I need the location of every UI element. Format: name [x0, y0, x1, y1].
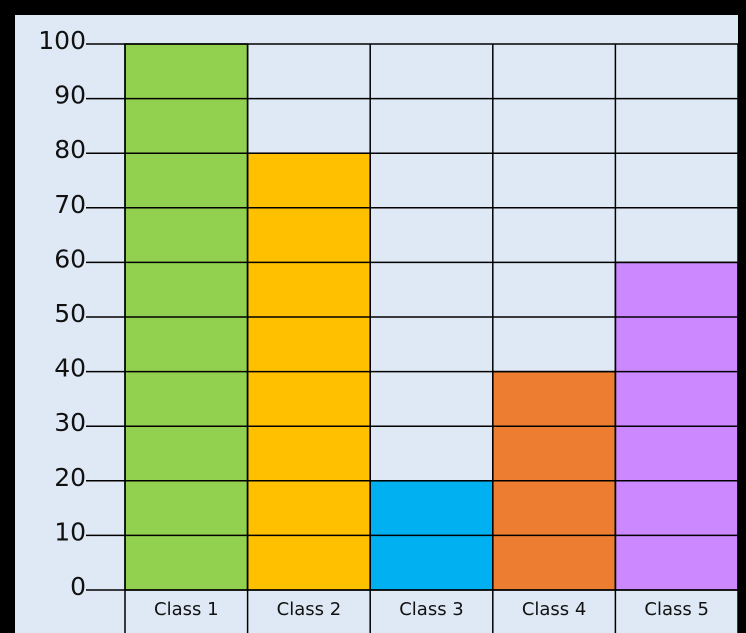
x-tick-label: Class 2	[277, 599, 342, 620]
y-tick-label: 70	[54, 190, 86, 219]
y-tick-label: 90	[54, 81, 86, 110]
y-tick-label: 0	[70, 572, 86, 601]
x-tick-label: Class 4	[522, 599, 587, 620]
y-tick-label: 30	[54, 408, 86, 437]
y-tick-label: 20	[54, 463, 86, 492]
x-tick-label: Class 3	[399, 599, 464, 620]
y-tick-label: 40	[54, 354, 86, 383]
y-tick-label: 10	[54, 517, 86, 546]
y-tick-label: 60	[54, 244, 86, 273]
x-tick-label: Class 1	[154, 599, 219, 620]
y-tick-label: 100	[38, 26, 86, 55]
y-tick-label: 50	[54, 299, 86, 328]
y-tick-label: 80	[54, 135, 86, 164]
x-tick-label: Class 5	[644, 599, 709, 620]
